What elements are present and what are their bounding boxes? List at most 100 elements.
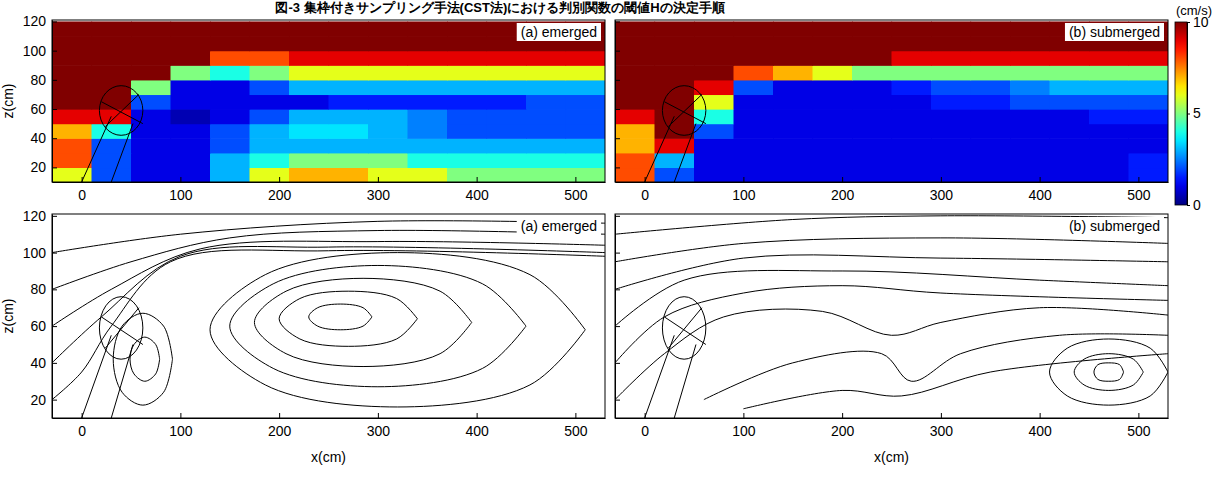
heatmap-cell [566, 167, 606, 182]
x-tick-mark [1138, 413, 1139, 418]
colorbar-tick-label: 0 [1193, 197, 1201, 213]
heatmap-cell [526, 94, 566, 109]
colorbar-tick-mark [1187, 114, 1190, 115]
heatmap-cell [852, 51, 892, 66]
colorbar-tick-mark [1187, 22, 1190, 23]
heatmap-cell [1129, 94, 1169, 109]
x-tick-label: 300 [930, 423, 954, 439]
heatmap-cell [813, 109, 853, 124]
heatmap-cell [1050, 167, 1090, 182]
heatmap-cell [734, 36, 774, 51]
y-tick-mark [52, 51, 57, 52]
heatmap-cell [1089, 65, 1129, 80]
heatmap-cell [210, 109, 250, 124]
x-tick: 400 [465, 413, 489, 439]
heatmap-cell [566, 94, 606, 109]
structure-line [668, 308, 702, 348]
x-axis: 0100200300400500 [616, 413, 1169, 439]
heatmap-cell [615, 65, 655, 80]
y-tick-mark [52, 80, 57, 81]
x-tick-mark [82, 413, 83, 418]
heatmap-cell [931, 80, 971, 95]
heatmap-cell [694, 153, 734, 168]
heatmap-cell [1010, 80, 1050, 95]
heatmap-cell [1050, 94, 1090, 109]
y-tick-mark [52, 400, 57, 401]
panel-title: (b) submerged [1069, 24, 1160, 40]
y-tick-mark [52, 21, 57, 22]
x-axis-line [616, 418, 1169, 419]
heatmap-cell [250, 109, 290, 124]
y-axis [615, 21, 620, 183]
heatmap-cell [971, 153, 1011, 168]
heatmap-cell [971, 21, 1011, 36]
structure-line [101, 317, 142, 345]
heatmap-cell [408, 36, 448, 51]
heatmap-cell [615, 124, 655, 139]
y-tick-mark [52, 253, 57, 254]
streamline [254, 278, 471, 366]
heatmap-cell [892, 124, 932, 139]
heatmap-cell [931, 51, 971, 66]
heatmap-cell [1129, 51, 1169, 66]
heatmap-cell [615, 138, 655, 153]
heatmap-cell [52, 21, 92, 36]
heatmap-cell [487, 51, 527, 66]
y-axis-title: z(cm) [0, 299, 16, 334]
x-tick-label: 100 [169, 423, 193, 439]
x-tick-mark [180, 177, 181, 182]
y-tick [615, 363, 620, 364]
heatmap-cell [487, 167, 527, 182]
structure-line [645, 116, 675, 182]
heatmap-cell [1050, 124, 1090, 139]
plot-background [615, 20, 1168, 182]
heatmap-cell [931, 153, 971, 168]
heatmap-cell [289, 153, 329, 168]
title-background [1065, 217, 1164, 235]
heatmap-cell [694, 109, 734, 124]
x-tick-mark [941, 177, 942, 182]
colorbar-tick-label: 5 [1193, 105, 1201, 121]
y-tick: 100 [23, 43, 57, 59]
x-tick-label: 500 [564, 423, 588, 439]
heatmap-cell [487, 80, 527, 95]
x-tick-mark [743, 413, 744, 418]
x-axis-line [616, 182, 1169, 183]
heatmap-cell [329, 124, 369, 139]
x-tick-mark [575, 413, 576, 418]
x-tick-mark [575, 177, 576, 182]
x-tick: 100 [732, 413, 756, 439]
heatmap-cell [408, 94, 448, 109]
x-tick-mark [378, 413, 379, 418]
heatmap-cell [1010, 65, 1050, 80]
structure-outline [645, 297, 706, 418]
heatmap-cell [931, 36, 971, 51]
y-tick [615, 400, 620, 401]
y-tick-label: 80 [30, 72, 46, 88]
heatmap-cell [52, 36, 92, 51]
heatmap-cell [1010, 21, 1050, 36]
heatmap-cell [329, 109, 369, 124]
x-axis-title: x(cm) [311, 449, 346, 465]
heatmap-cell [368, 21, 408, 36]
y-tick-mark [615, 21, 620, 22]
colorbar [1175, 22, 1187, 205]
structure-line [668, 94, 702, 126]
heatmap-cell [931, 167, 971, 182]
heatmap-cell [773, 109, 813, 124]
structure-line [674, 124, 696, 182]
heatmap-cell [92, 51, 132, 66]
heatmap-cell [171, 94, 211, 109]
heatmap-cell [210, 167, 250, 182]
heatmap-cell [1050, 138, 1090, 153]
y-tick [615, 326, 620, 327]
heatmap-cell [447, 36, 487, 51]
y-axis-line [615, 215, 616, 419]
heatmap-cell [92, 21, 132, 36]
x-tick-mark [1040, 177, 1041, 182]
heatmap-cell [368, 138, 408, 153]
heatmap-cell [813, 36, 853, 51]
heatmap-cell [734, 167, 774, 182]
heatmap-cell [210, 138, 250, 153]
y-tick-label: 80 [30, 281, 46, 297]
